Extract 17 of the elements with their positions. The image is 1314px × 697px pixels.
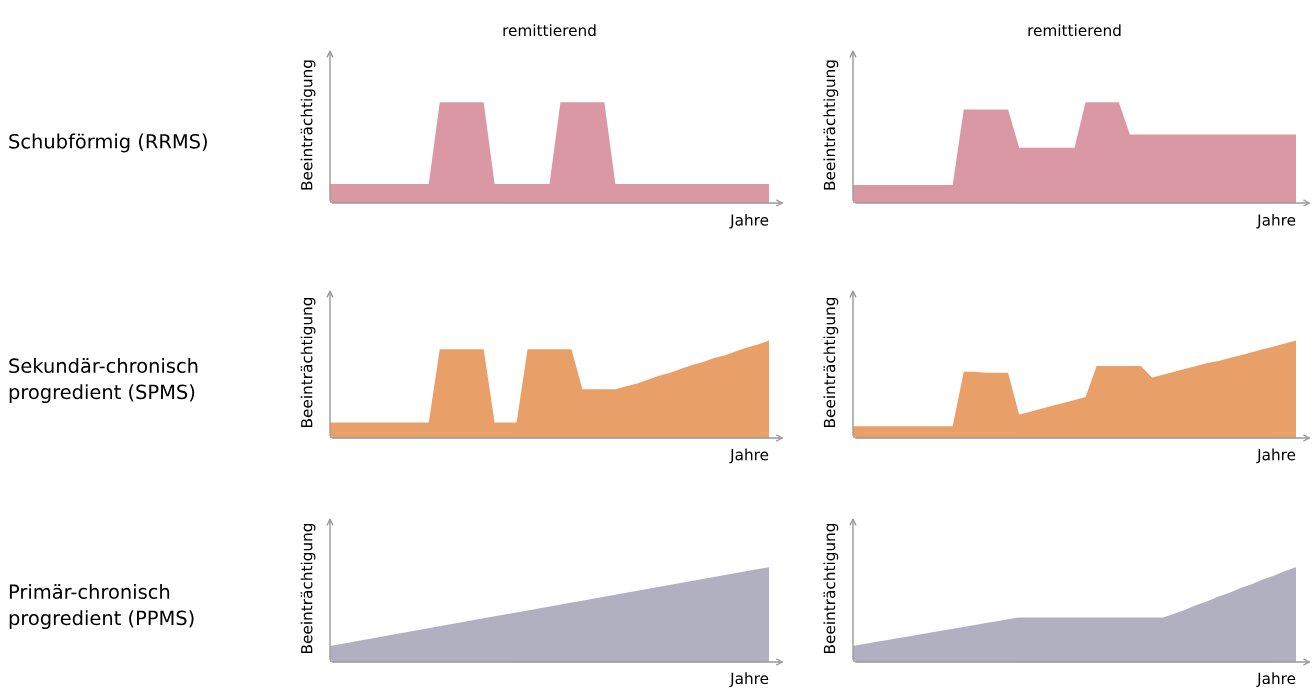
text: Schubförmig (RRMS) [9, 133, 207, 153]
x-axis-title: Jahre [729, 448, 769, 464]
x-axis-title: Jahre [729, 213, 769, 229]
x-axis-title: Jahre [1256, 213, 1296, 229]
y-axis-title: Beeinträchtigung [823, 297, 839, 427]
y-axis-title: Beeinträchtigung [823, 60, 839, 190]
y-axis-title: Beeinträchtigung [300, 297, 316, 427]
y-axis-title: Beeinträchtigung [300, 523, 316, 653]
y-axis-title: Beeinträchtigung [300, 60, 316, 190]
x-axis-title: Jahre [1256, 448, 1296, 464]
chart-title: remittierend [1028, 24, 1121, 37]
annotation: Primär-chronisch progredient (PPMS) [9, 583, 194, 630]
y-axis-title: Beeinträchtigung [823, 523, 839, 653]
x-axis-title: Jahre [1256, 672, 1296, 687]
x-axis-title: Jahre [729, 672, 769, 687]
chart-title: remittierend [503, 24, 596, 37]
text: Sekundär-chronisch progredient (SPMS) [9, 357, 198, 404]
